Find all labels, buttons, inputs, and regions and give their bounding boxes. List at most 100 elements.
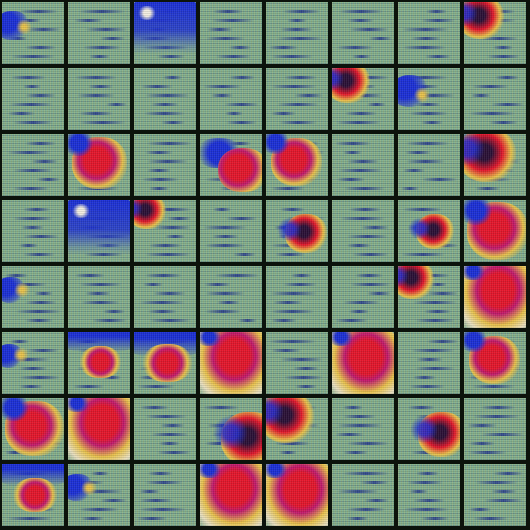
stripe-band [337, 178, 365, 181]
blue-edge [409, 416, 439, 443]
stripe-band [167, 217, 191, 220]
stripe-band [475, 481, 518, 484]
stripe-band [5, 274, 28, 277]
stripe-band [213, 10, 243, 13]
image-tile [464, 200, 526, 262]
stripe-band [403, 46, 446, 49]
stripe-band [364, 499, 389, 502]
stripe-band [10, 340, 29, 343]
stripe-band [343, 451, 368, 454]
stripe-band [103, 376, 121, 379]
stripe-band [31, 160, 58, 163]
stripe-band [145, 253, 191, 256]
stripe-band [203, 85, 242, 88]
stripe-band [13, 217, 53, 220]
stripe-band [294, 94, 323, 97]
image-tile [68, 2, 130, 64]
stripe-band [293, 367, 319, 370]
stripe-band [34, 292, 53, 295]
image-tile [332, 200, 394, 262]
stripe-band [137, 385, 175, 388]
stripe-band [149, 244, 182, 247]
stripe-band [23, 235, 59, 238]
stripe-band [23, 208, 50, 211]
stripe-band [19, 385, 43, 388]
stripe-band [413, 499, 445, 502]
stripe-band [206, 37, 245, 40]
stripe-band [406, 142, 449, 145]
stripe-band [415, 103, 441, 106]
stripe-band [8, 112, 35, 115]
stripe-band [211, 19, 254, 22]
image-tile [200, 398, 262, 460]
stripe-band [139, 301, 185, 304]
stripe-band [291, 274, 312, 277]
image-tile [464, 398, 526, 460]
image-tile [266, 266, 328, 328]
stripe-band [151, 103, 179, 106]
image-tile [134, 134, 196, 196]
stripe-band [148, 472, 173, 475]
stripe-band [415, 319, 455, 322]
stripe-band [74, 19, 103, 22]
stripe-band [7, 151, 51, 154]
stripe-band [161, 121, 185, 124]
image-tile [200, 68, 262, 130]
stripe-band [203, 406, 239, 409]
stripe-band [469, 112, 515, 115]
stripe-band [421, 517, 449, 520]
blue-edge [408, 218, 431, 240]
stripe-band [406, 160, 445, 163]
image-tile [332, 2, 394, 64]
stripe-band [347, 442, 389, 445]
stripe-band [100, 37, 125, 40]
stripe-band [429, 283, 447, 286]
image-tile [266, 68, 328, 130]
stripe-band [275, 253, 305, 256]
blue-corner-blob [68, 398, 90, 412]
image-tile [2, 266, 64, 328]
stripe-band [403, 208, 442, 211]
stripe-band [403, 169, 425, 172]
image-tile [134, 200, 196, 262]
stripe-band [277, 37, 323, 40]
stripe-band [355, 274, 383, 277]
image-tile [332, 464, 394, 526]
stripe-band [21, 226, 44, 229]
stripe-band [159, 442, 180, 445]
stripe-band [25, 46, 56, 49]
stripe-band [81, 517, 104, 520]
stripe-band [416, 472, 439, 475]
yellow-glow [13, 282, 31, 297]
stripe-band [279, 451, 297, 454]
image-tile [266, 2, 328, 64]
image-tile [200, 332, 262, 394]
stripe-band [225, 112, 243, 115]
image-tile [200, 200, 262, 262]
image-tile [464, 68, 526, 130]
image-tile [2, 2, 64, 64]
stripe-band [137, 517, 167, 520]
stripe-band [361, 226, 389, 229]
stripe-band [150, 208, 191, 211]
stripe-band [493, 46, 513, 49]
stripe-band [280, 358, 323, 361]
stripe-band [16, 310, 61, 313]
stripe-band [271, 319, 297, 322]
stripe-band [401, 253, 445, 256]
stripe-band [411, 349, 455, 352]
stripe-band [475, 187, 500, 190]
stripe-band [468, 451, 507, 454]
stripe-band [425, 55, 451, 58]
image-tile [332, 398, 394, 460]
stripe-band [77, 94, 115, 97]
stripe-band [421, 121, 443, 124]
image-tile [134, 2, 196, 64]
stripe-band [347, 244, 371, 247]
stripe-band [367, 103, 386, 106]
stripe-band [11, 55, 55, 58]
stripe-band [103, 310, 125, 313]
stripe-band [79, 121, 126, 124]
stripe-band [145, 151, 173, 154]
red-blob [12, 477, 57, 512]
